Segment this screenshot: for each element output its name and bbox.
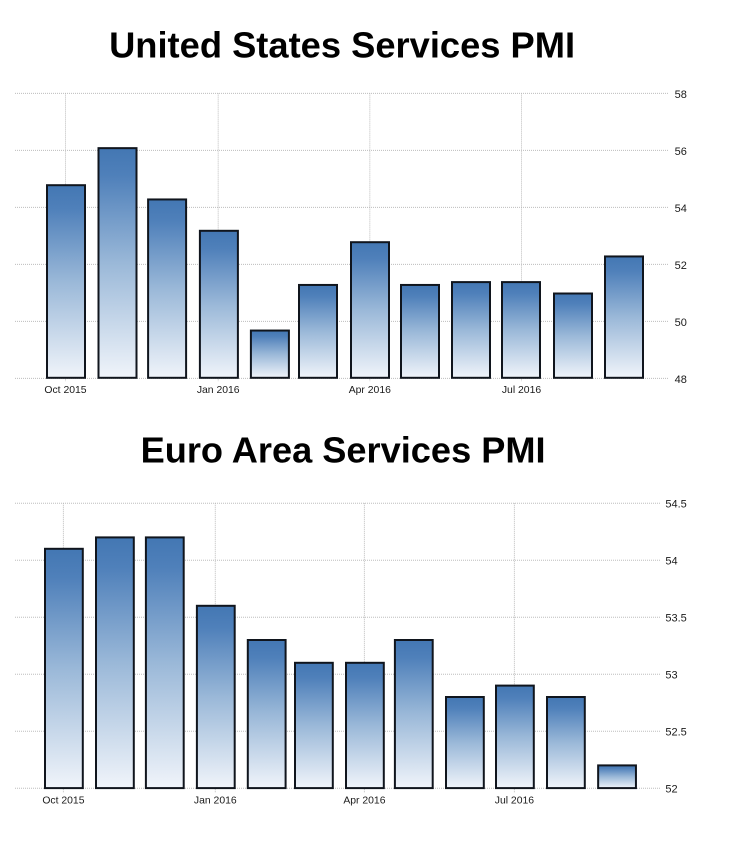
svg-text:54: 54 [665, 556, 677, 568]
svg-text:53.5: 53.5 [665, 613, 686, 625]
svg-text:Apr 2016: Apr 2016 [349, 385, 391, 396]
svg-text:53: 53 [665, 670, 677, 682]
svg-text:56: 56 [675, 146, 687, 158]
svg-text:United States Services PMI: United States Services PMI [109, 25, 575, 66]
svg-text:Apr 2016: Apr 2016 [343, 795, 385, 806]
svg-text:54.5: 54.5 [665, 499, 686, 511]
svg-text:Jan 2016: Jan 2016 [197, 385, 240, 396]
svg-text:Oct 2015: Oct 2015 [44, 385, 86, 396]
svg-text:54: 54 [675, 203, 687, 215]
svg-text:52.5: 52.5 [665, 727, 686, 739]
svg-text:Oct 2015: Oct 2015 [42, 795, 84, 806]
svg-text:Jul 2016: Jul 2016 [495, 795, 535, 806]
svg-text:50: 50 [675, 317, 687, 329]
svg-text:58: 58 [675, 89, 687, 101]
svg-text:52: 52 [675, 260, 687, 272]
svg-text:Euro Area Services PMI: Euro Area Services PMI [141, 430, 546, 471]
svg-text:52: 52 [665, 784, 677, 796]
svg-text:48: 48 [675, 374, 687, 386]
svg-text:Jul 2016: Jul 2016 [502, 385, 542, 396]
svg-text:Jan 2016: Jan 2016 [194, 795, 237, 806]
